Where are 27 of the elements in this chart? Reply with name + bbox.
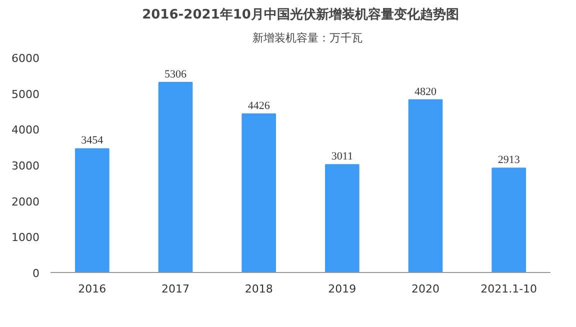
- data-label: 2913: [498, 154, 520, 166]
- x-tick-label: 2019: [328, 282, 356, 296]
- x-tick-label: 2020: [412, 282, 440, 296]
- y-tick-label: 2000: [12, 195, 40, 208]
- y-tick-label: 6000: [12, 52, 40, 65]
- bar: [408, 99, 443, 272]
- data-label: 5306: [164, 68, 187, 80]
- y-tick-label: 5000: [12, 88, 40, 101]
- bar: [158, 82, 193, 272]
- y-tick-label: 0: [32, 267, 40, 280]
- y-tick-label: 1000: [12, 231, 40, 244]
- x-tick-label: 2017: [162, 282, 190, 296]
- data-label: 3011: [331, 150, 353, 163]
- y-tick-label: 4000: [12, 124, 40, 137]
- bar: [492, 168, 526, 272]
- bar: [75, 148, 110, 272]
- x-tick-label: 2018: [244, 282, 273, 296]
- bar: [242, 113, 276, 272]
- data-label: 4820: [414, 86, 437, 98]
- chart-title: 2016-2021年10月中国光伏新增装机容量变化趋势图: [142, 6, 459, 22]
- data-label: 4426: [248, 100, 270, 112]
- y-tick-label: 3000: [12, 160, 40, 172]
- text: 新增装机容量：万千瓦: [252, 30, 362, 46]
- x-tick-label: 2016: [78, 282, 106, 296]
- bar: [325, 164, 360, 272]
- data-label: 3454: [81, 134, 104, 147]
- x-tick-label: 2021.1-10: [480, 282, 538, 296]
